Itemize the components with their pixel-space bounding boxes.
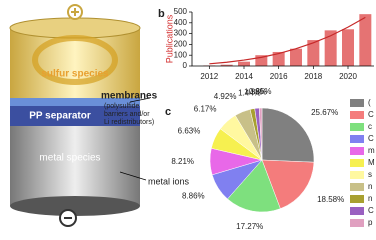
y-tick-label: 500	[174, 7, 188, 16]
pie-slice	[261, 107, 315, 163]
y-axis-label: Publications	[164, 14, 174, 63]
legend-label: (	[368, 98, 371, 107]
legend-label: p	[368, 218, 373, 227]
axes	[191, 12, 374, 67]
anode-region	[10, 126, 140, 206]
data-label: 25.67%	[311, 108, 338, 117]
bar	[255, 55, 268, 66]
label: Li redistributors)	[104, 119, 154, 126]
y-tick-label: 400	[174, 18, 188, 27]
data-label: 1.38%	[244, 87, 267, 96]
pie-slice	[258, 107, 263, 161]
label: barriers and/or	[104, 111, 150, 118]
bar	[342, 29, 354, 67]
label: membranes	[101, 91, 158, 102]
legend-label: M	[368, 158, 375, 167]
legend-swatch	[350, 219, 364, 227]
pie-slice	[261, 159, 315, 209]
data-label: 0.85%	[249, 87, 272, 96]
legend-swatch	[350, 99, 364, 107]
separator-layer	[10, 106, 140, 126]
legend-swatch	[350, 183, 364, 191]
label: metal ions	[148, 176, 190, 186]
legend-swatch	[350, 171, 364, 179]
legend-swatch	[350, 195, 364, 203]
y-tick-label: 100	[174, 50, 188, 59]
label: (polysulfide	[104, 103, 140, 110]
legend-swatch	[350, 123, 364, 131]
data-label: 6.17%	[194, 105, 217, 114]
cell-diagram: sulfur species PP separator metal specie…	[9, 4, 190, 227]
data-label: 8.86%	[182, 192, 205, 201]
legend-swatch	[350, 159, 364, 167]
label: PP separator	[29, 111, 91, 122]
y-tick-label: 200	[174, 40, 188, 49]
bar	[272, 51, 285, 66]
legend-swatch	[350, 207, 364, 215]
bar	[307, 40, 320, 66]
bar	[238, 61, 250, 66]
legend-swatch	[350, 147, 364, 155]
legend-label: s	[368, 170, 372, 179]
y-tick-label: 0	[183, 61, 188, 70]
panel-label: b	[158, 8, 165, 20]
data-label: 6.63%	[178, 126, 201, 135]
panel-label: c	[165, 106, 171, 118]
bar	[324, 30, 337, 66]
bottom-cap	[10, 196, 140, 216]
pie-slice	[227, 159, 281, 213]
label: metal species	[39, 153, 100, 164]
bar	[220, 64, 233, 66]
legend-swatch	[350, 135, 364, 143]
y-tick-label: 300	[174, 29, 188, 38]
membrane-layer	[10, 98, 140, 106]
legend-label: C	[368, 110, 374, 119]
label: sulfur species	[41, 69, 109, 80]
legend-label: C	[368, 206, 374, 215]
data-label: 8.21%	[171, 157, 194, 166]
legend-label: n	[368, 194, 372, 203]
bar	[290, 48, 302, 66]
legend-swatch	[350, 111, 364, 119]
plus-sign	[71, 8, 79, 16]
data-label: 18.58%	[317, 195, 344, 204]
data-label: 1.44%	[238, 88, 261, 97]
legend-label: c	[368, 122, 372, 131]
x-tick-label: 2012	[200, 72, 218, 81]
x-tick-label: 2014	[235, 72, 253, 81]
pointer	[129, 97, 151, 103]
bar	[359, 14, 372, 66]
x-tick-label: 2020	[339, 72, 357, 81]
data-label: 4.92%	[214, 92, 237, 101]
pointer	[119, 171, 147, 181]
x-tick-label: 2018	[304, 72, 322, 81]
legend-label: n	[368, 182, 372, 191]
trend-line	[209, 16, 366, 65]
legend-label: C	[368, 134, 374, 143]
data-label: 17.27%	[236, 222, 263, 231]
ring	[32, 35, 118, 85]
x-tick-label: 2016	[270, 72, 288, 81]
legend-label: m	[368, 146, 375, 155]
